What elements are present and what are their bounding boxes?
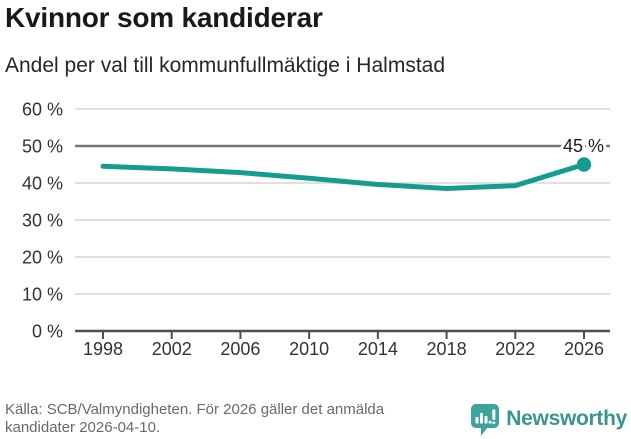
y-tick-label: 0 % bbox=[32, 321, 63, 341]
y-tick-label: 60 % bbox=[22, 99, 63, 119]
gridlines bbox=[75, 108, 610, 295]
y-axis-labels: 0 % 10 % 20 % 30 % 40 % 50 % 60 % bbox=[22, 99, 63, 341]
newsworthy-wordmark: Newsworthy bbox=[506, 407, 627, 430]
y-tick-label: 40 % bbox=[22, 173, 63, 193]
x-tick-label: 2018 bbox=[427, 339, 467, 359]
y-tick-label: 50 % bbox=[22, 136, 63, 156]
last-point-marker bbox=[576, 157, 592, 172]
x-tick-label: 2010 bbox=[289, 339, 329, 359]
x-tick-label: 2026 bbox=[564, 339, 604, 359]
chart-title: Kvinnor som kandiderar bbox=[5, 2, 323, 33]
x-tick-label: 2022 bbox=[495, 339, 535, 359]
chart-subtitle: Andel per val till kommunfullmäktige i H… bbox=[5, 54, 446, 77]
end-value-label: 45 % bbox=[563, 136, 604, 156]
newsworthy-bars-icon bbox=[471, 403, 500, 436]
x-tick-label: 2014 bbox=[358, 339, 398, 359]
x-tick-label: 2002 bbox=[152, 339, 192, 359]
x-tick-label: 2006 bbox=[220, 339, 260, 359]
newsworthy-logo: Newsworthy bbox=[470, 403, 627, 436]
x-tick-label: 1998 bbox=[83, 339, 123, 359]
x-axis bbox=[75, 329, 610, 339]
y-tick-label: 20 % bbox=[22, 247, 63, 267]
y-tick-label: 30 % bbox=[22, 210, 63, 230]
source-note: Källa: SCB/Valmyndigheten. För 2026 gäll… bbox=[5, 401, 385, 436]
series-line bbox=[100, 162, 587, 191]
x-axis-labels: 1998 2002 2006 2010 2014 2018 2022 2026 bbox=[83, 339, 604, 359]
y-tick-label: 10 % bbox=[22, 284, 63, 304]
